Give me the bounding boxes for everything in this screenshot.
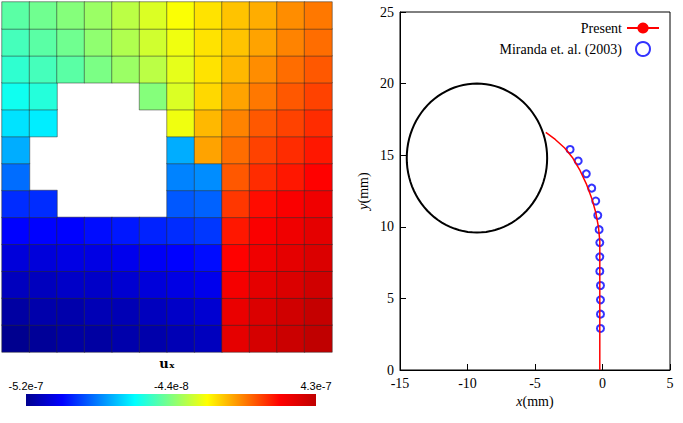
svg-text:4.3e-7: 4.3e-7 bbox=[300, 380, 331, 392]
svg-text:Miranda et. al. (2003): Miranda et. al. (2003) bbox=[500, 42, 623, 58]
svg-text:15: 15 bbox=[380, 148, 394, 163]
svg-text:20: 20 bbox=[380, 76, 394, 91]
svg-text:5: 5 bbox=[667, 376, 674, 391]
svg-text:(mm): (mm) bbox=[356, 172, 372, 203]
svg-text:25: 25 bbox=[380, 5, 394, 20]
svg-text:10: 10 bbox=[380, 219, 394, 234]
svg-text:y: y bbox=[355, 203, 371, 210]
svg-text:uₓ: uₓ bbox=[159, 356, 175, 371]
svg-text:-15: -15 bbox=[391, 376, 410, 391]
svg-text:-10: -10 bbox=[458, 376, 477, 391]
svg-text:5: 5 bbox=[387, 291, 394, 306]
svg-text:-5: -5 bbox=[529, 376, 541, 391]
svg-text:0: 0 bbox=[599, 376, 606, 391]
svg-text:0: 0 bbox=[387, 362, 394, 378]
svg-text:(mm): (mm) bbox=[523, 394, 554, 410]
svg-text:Present: Present bbox=[581, 21, 622, 36]
svg-text:x: x bbox=[516, 394, 523, 410]
svg-text:-5.2e-7: -5.2e-7 bbox=[9, 380, 44, 392]
svg-text:-4.4e-8: -4.4e-8 bbox=[154, 380, 189, 392]
